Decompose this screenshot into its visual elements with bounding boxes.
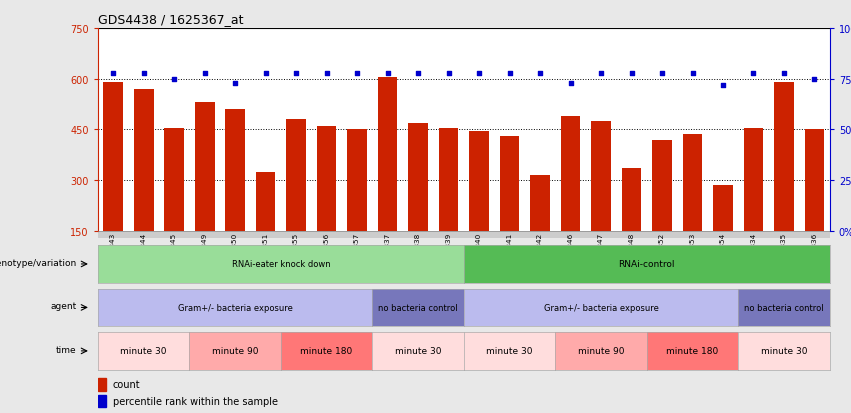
Bar [134,90,153,282]
Bar [438,128,459,282]
Bar [744,128,763,282]
Bar [561,116,580,282]
Bar [591,122,611,282]
Bar [469,132,489,282]
Point [259,70,272,77]
Point [472,70,486,77]
Point [197,70,211,77]
Point [380,70,394,77]
Point [228,80,242,87]
Point [351,70,364,77]
Bar [683,135,702,282]
Point [289,70,303,77]
Point [534,70,547,77]
Point [411,70,425,77]
Text: minute 30: minute 30 [120,347,167,356]
Text: time: time [56,345,77,354]
Bar [621,169,642,282]
Text: minute 30: minute 30 [486,347,533,356]
Text: minute 90: minute 90 [212,347,259,356]
Text: minute 180: minute 180 [300,347,352,356]
Bar [286,120,306,282]
Text: genotype/variation: genotype/variation [0,258,77,267]
Text: no bacteria control: no bacteria control [378,303,458,312]
Point [503,70,517,77]
Point [320,70,334,77]
Bar [317,127,336,282]
Point [594,70,608,77]
Bar [378,78,397,282]
Text: RNAi-eater knock down: RNAi-eater knock down [231,260,330,269]
Point [625,70,638,77]
Point [563,80,577,87]
Bar [98,395,106,407]
Bar [804,130,825,282]
Text: RNAi-control: RNAi-control [619,260,675,269]
Text: minute 180: minute 180 [666,347,718,356]
Point [655,70,669,77]
Bar [774,83,794,282]
Point [106,70,120,77]
Bar [164,128,184,282]
Text: GDS4438 / 1625367_at: GDS4438 / 1625367_at [98,13,243,26]
Point [686,70,700,77]
Text: Gram+/- bacteria exposure: Gram+/- bacteria exposure [178,303,293,312]
Text: minute 30: minute 30 [395,347,442,356]
Text: agent: agent [50,301,77,310]
Bar [408,123,428,282]
Text: minute 30: minute 30 [761,347,808,356]
Bar [530,176,550,282]
Bar [103,83,123,282]
Text: no bacteria control: no bacteria control [744,303,824,312]
Point [808,76,821,83]
Point [137,70,151,77]
Bar [713,186,733,282]
Point [168,76,181,83]
Bar [98,231,830,238]
Point [746,70,760,77]
Point [442,70,455,77]
Text: percentile rank within the sample: percentile rank within the sample [112,396,277,406]
Point [777,70,791,77]
Point [717,82,730,89]
Bar [226,110,245,282]
Text: minute 90: minute 90 [578,347,625,356]
Text: Gram+/- bacteria exposure: Gram+/- bacteria exposure [544,303,659,312]
Bar [98,378,106,391]
Bar [347,130,367,282]
Text: count: count [112,380,140,389]
Bar [255,172,276,282]
Bar [195,103,214,282]
Bar [652,140,672,282]
Bar [500,137,519,282]
